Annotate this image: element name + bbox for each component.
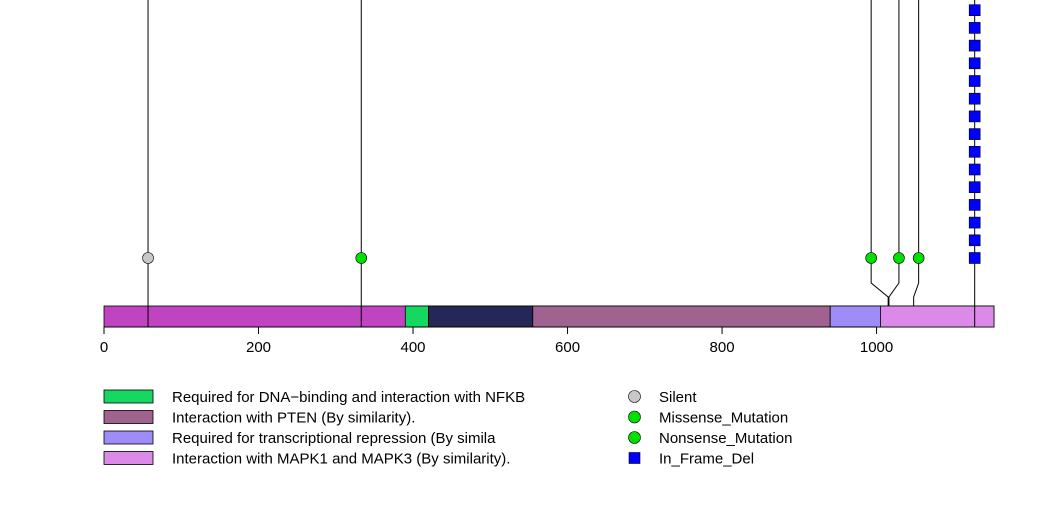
mutation-marker xyxy=(968,234,981,247)
legend-mutation-label: Missense_Mutation xyxy=(659,410,788,427)
x-axis-tick-label: 200 xyxy=(246,339,271,356)
legend-mutation-swatch xyxy=(628,410,641,424)
mutation-marker xyxy=(968,163,981,176)
mutation-marker xyxy=(968,128,981,140)
legend-domain-swatch xyxy=(103,389,154,404)
mutation-marker xyxy=(968,75,981,87)
legend-mutation-label: Silent xyxy=(659,389,697,406)
legend-domain-swatch xyxy=(103,410,154,424)
legend-domain-label: Interaction with PTEN (By similarity). xyxy=(172,410,415,427)
legend-domain-label: Interaction with MAPK1 and MAPK3 (By sim… xyxy=(172,451,510,468)
x-axis-tick-label: 800 xyxy=(710,339,735,356)
protein-domain xyxy=(829,305,881,328)
legend-domain-label: Required for transcriptional repression … xyxy=(172,430,496,447)
legend-mutation-swatch xyxy=(628,390,641,403)
mutation-marker xyxy=(355,252,368,264)
protein-domain xyxy=(428,305,534,328)
mutation-marker xyxy=(968,22,981,34)
protein-domain xyxy=(880,305,995,328)
mutation-marker xyxy=(968,39,981,52)
legend-mutation-swatch xyxy=(628,431,641,444)
legend-mutation-swatch xyxy=(628,452,641,464)
mutation-marker xyxy=(865,252,877,264)
mutation-marker xyxy=(968,252,981,264)
mutation-marker xyxy=(912,252,925,264)
mutation-marker xyxy=(968,181,981,193)
mutation-marker xyxy=(968,110,981,123)
protein-domain xyxy=(404,305,429,328)
legend-mutation-label: Nonsense_Mutation xyxy=(659,430,792,447)
mutation-marker xyxy=(968,4,981,16)
mutation-marker xyxy=(968,146,981,158)
mutation-marker xyxy=(968,57,981,70)
mutation-stem xyxy=(913,0,920,306)
mutation-marker xyxy=(968,92,981,105)
x-axis-tick-label: 600 xyxy=(555,339,580,356)
legend-mutation-label: In_Frame_Del xyxy=(659,451,754,468)
legend-domain-label: Required for DNA−binding and interaction… xyxy=(172,389,525,406)
mutation-marker xyxy=(893,252,905,264)
mutation-marker xyxy=(968,199,981,211)
mutation-stem xyxy=(870,0,889,306)
x-axis-tick-label: 1000 xyxy=(860,339,893,356)
mutation-marker xyxy=(968,216,981,229)
legend-domain-swatch xyxy=(103,430,154,445)
x-axis-tick-label: 0 xyxy=(100,339,108,356)
x-axis-tick-label: 400 xyxy=(401,339,426,356)
mutation-marker xyxy=(142,252,154,264)
protein-domain xyxy=(532,305,831,328)
mutation-stem xyxy=(888,0,900,306)
legend-domain-swatch xyxy=(103,451,154,465)
